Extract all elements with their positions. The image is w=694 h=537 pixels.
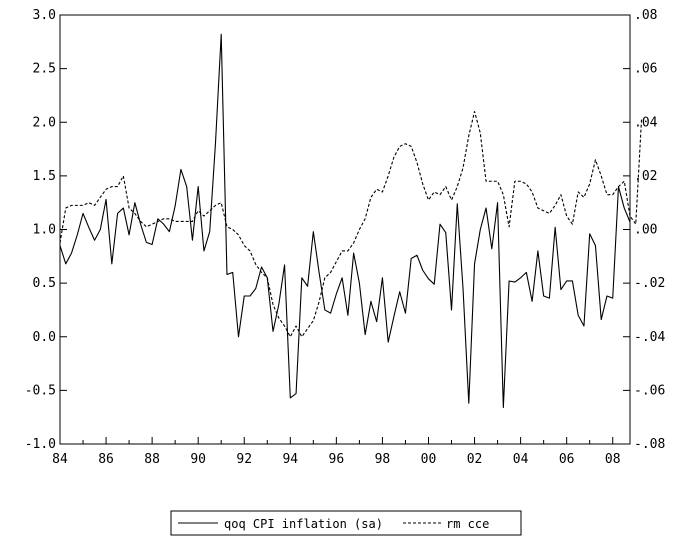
series-line-cpi-inflation (59, 33, 631, 409)
left-tick-label: 2.5 (33, 62, 56, 77)
right-axis-ticks: .08 .06 .04 .02 .00 -.02 -.04 -.06 -.08 (623, 8, 665, 452)
plot-frame (59, 14, 631, 445)
x-axis-ticks: 84 86 88 90 92 94 96 98 00 02 04 06 08 (52, 437, 621, 467)
right-tick-label: -.04 (634, 330, 665, 345)
right-tick-label: -.02 (634, 276, 665, 291)
x-tick-label: 86 (98, 452, 114, 467)
series-line-rm-cce (59, 110, 643, 338)
left-tick-label: -1.0 (25, 437, 56, 452)
legend-label-0: qoq CPI inflation (sa) (224, 517, 383, 531)
x-tick-label: 02 (467, 452, 483, 467)
left-axis-ticks: 3.0 2.5 2.0 1.5 1.0 0.5 0.0 -0.5 -1.0 (25, 8, 67, 452)
left-tick-label: 0.5 (33, 276, 56, 291)
legend-label-1: rm cce (446, 517, 489, 531)
x-tick-label: 08 (605, 452, 621, 467)
x-tick-label: 00 (421, 452, 437, 467)
x-tick-label: 92 (236, 452, 252, 467)
axes (59, 14, 631, 445)
x-tick-label: 94 (282, 452, 298, 467)
right-tick-label: -.06 (634, 383, 665, 398)
x-tick-label: 90 (190, 452, 206, 467)
x-tick-label: 96 (329, 452, 345, 467)
left-tick-label: 1.5 (33, 169, 56, 184)
right-tick-label: .00 (634, 223, 657, 238)
left-tick-label: -0.5 (25, 383, 56, 398)
legend-box (170, 510, 522, 536)
legend: qoq CPI inflation (sa) rm cce (170, 510, 522, 536)
x-tick-label: 84 (52, 452, 68, 467)
x-tick-label: 98 (375, 452, 391, 467)
x-tick-label: 06 (559, 452, 575, 467)
left-tick-label: 3.0 (33, 8, 56, 23)
left-tick-label: 1.0 (33, 223, 56, 238)
x-tick-label: 04 (513, 452, 529, 467)
right-tick-label: .04 (634, 115, 658, 130)
left-tick-label: 2.0 (33, 115, 56, 130)
right-tick-label: -.08 (634, 437, 665, 452)
right-tick-label: .02 (634, 169, 657, 184)
x-tick-label: 88 (144, 452, 160, 467)
left-tick-label: 0.0 (33, 330, 56, 345)
right-tick-label: .08 (634, 8, 657, 23)
series-layer (59, 33, 643, 409)
right-tick-label: .06 (634, 62, 657, 77)
